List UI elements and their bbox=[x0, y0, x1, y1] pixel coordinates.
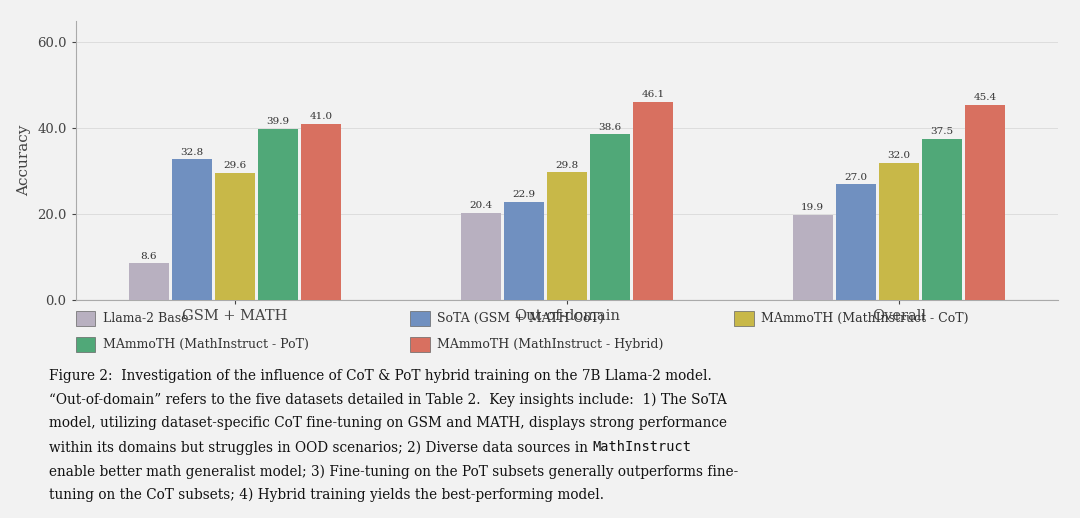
Text: Figure 2:  Investigation of the influence of CoT & PoT hybrid training on the 7B: Figure 2: Investigation of the influence… bbox=[49, 369, 712, 383]
Text: 27.0: 27.0 bbox=[845, 172, 867, 182]
Bar bbox=[258, 129, 298, 300]
Text: 29.8: 29.8 bbox=[555, 161, 579, 169]
Text: 19.9: 19.9 bbox=[801, 203, 824, 212]
Text: 41.0: 41.0 bbox=[310, 112, 333, 121]
Bar bbox=[879, 163, 919, 300]
Text: 37.5: 37.5 bbox=[931, 127, 954, 136]
Bar bbox=[836, 184, 876, 300]
Text: 45.4: 45.4 bbox=[974, 93, 997, 103]
Text: 22.9: 22.9 bbox=[512, 190, 536, 199]
Bar bbox=[301, 124, 341, 300]
Text: 20.4: 20.4 bbox=[469, 201, 492, 210]
Bar bbox=[966, 105, 1005, 300]
Bar bbox=[172, 160, 212, 300]
Text: 39.9: 39.9 bbox=[267, 117, 289, 126]
Text: MathInstruct: MathInstruct bbox=[592, 440, 691, 454]
Text: 29.6: 29.6 bbox=[224, 162, 246, 170]
Text: 8.6: 8.6 bbox=[140, 252, 157, 261]
Bar bbox=[793, 215, 833, 300]
Text: “Out-of-domain” refers to the five datasets detailed in Table 2.  Key insights i: “Out-of-domain” refers to the five datas… bbox=[49, 393, 727, 407]
Text: MAmmoTH (MathInstruct - PoT): MAmmoTH (MathInstruct - PoT) bbox=[103, 338, 309, 351]
Text: SoTA (GSM + MATH CoT): SoTA (GSM + MATH CoT) bbox=[437, 312, 604, 325]
Bar bbox=[634, 102, 673, 300]
Text: model, utilizing dataset-specific CoT fine-tuning on GSM and MATH, displays stro: model, utilizing dataset-specific CoT fi… bbox=[49, 416, 727, 430]
Text: 32.8: 32.8 bbox=[180, 148, 203, 157]
Text: Llama-2 Base: Llama-2 Base bbox=[103, 312, 188, 325]
Bar bbox=[215, 173, 255, 300]
Text: enable better math generalist model; 3) Fine-tuning on the PoT subsets generally: enable better math generalist model; 3) … bbox=[49, 464, 738, 479]
Text: within its domains but struggles in OOD scenarios; 2) Diverse data sources in: within its domains but struggles in OOD … bbox=[49, 440, 592, 455]
Text: 32.0: 32.0 bbox=[888, 151, 910, 160]
Text: 38.6: 38.6 bbox=[598, 123, 622, 132]
Text: MAmmoTH (MathInstruct - Hybrid): MAmmoTH (MathInstruct - Hybrid) bbox=[437, 338, 664, 351]
Text: 46.1: 46.1 bbox=[642, 91, 665, 99]
Text: MAmmoTH (MathInstruct - CoT): MAmmoTH (MathInstruct - CoT) bbox=[761, 312, 969, 325]
Bar bbox=[922, 139, 962, 300]
Bar bbox=[548, 172, 586, 300]
Y-axis label: Accuracy: Accuracy bbox=[17, 125, 31, 196]
Text: tuning on the CoT subsets; 4) Hybrid training yields the best-performing model.: tuning on the CoT subsets; 4) Hybrid tra… bbox=[49, 488, 604, 502]
Bar bbox=[461, 213, 500, 300]
Bar bbox=[129, 264, 168, 300]
Bar bbox=[591, 134, 630, 300]
Bar bbox=[504, 202, 543, 300]
